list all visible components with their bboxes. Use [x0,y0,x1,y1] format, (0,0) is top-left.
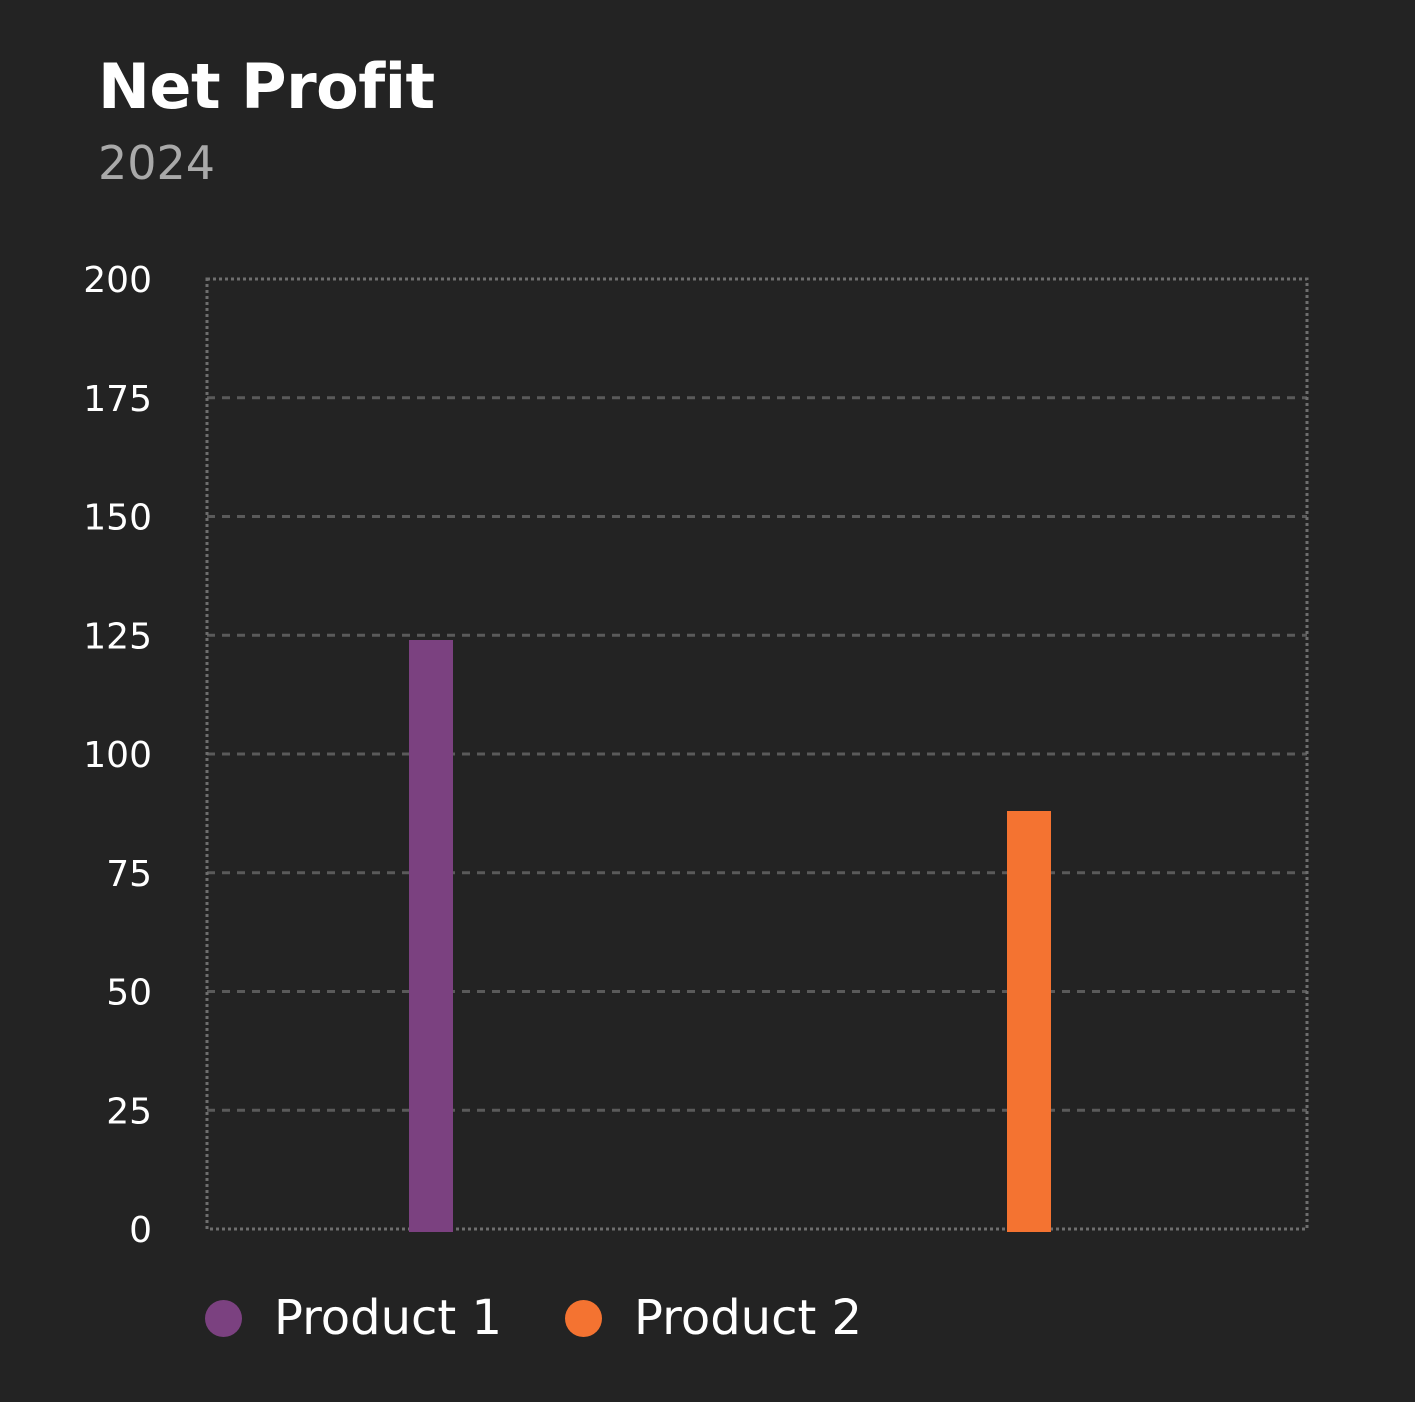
chart-legend: Product 1 Product 2 [205,1290,925,1346]
chart-subtitle: 2024 [98,136,216,190]
y-tick-label: 200 [83,260,152,301]
bar-product-2[interactable] [1007,811,1051,1232]
bar-product-1[interactable] [409,640,453,1232]
y-tick-label: 125 [83,616,152,657]
y-tick-label: 50 [106,973,152,1014]
legend-swatch-product-2 [565,1299,603,1337]
y-tick-label: 25 [106,1091,152,1132]
legend-label-product-2: Product 2 [634,1290,863,1346]
y-tick-label: 100 [83,735,152,776]
y-tick-label: 175 [83,379,152,420]
legend-item-product-1[interactable]: Product 1 [205,1290,502,1346]
legend-item-product-2[interactable]: Product 2 [565,1290,862,1346]
y-tick-label: 75 [106,854,152,895]
chart-title: Net Profit [98,50,435,123]
legend-swatch-product-1 [205,1299,242,1337]
plot-frame [205,277,1309,1231]
y-tick-label: 150 [83,498,152,539]
y-tick-label: 0 [129,1210,152,1251]
legend-label-product-1: Product 1 [274,1290,503,1346]
